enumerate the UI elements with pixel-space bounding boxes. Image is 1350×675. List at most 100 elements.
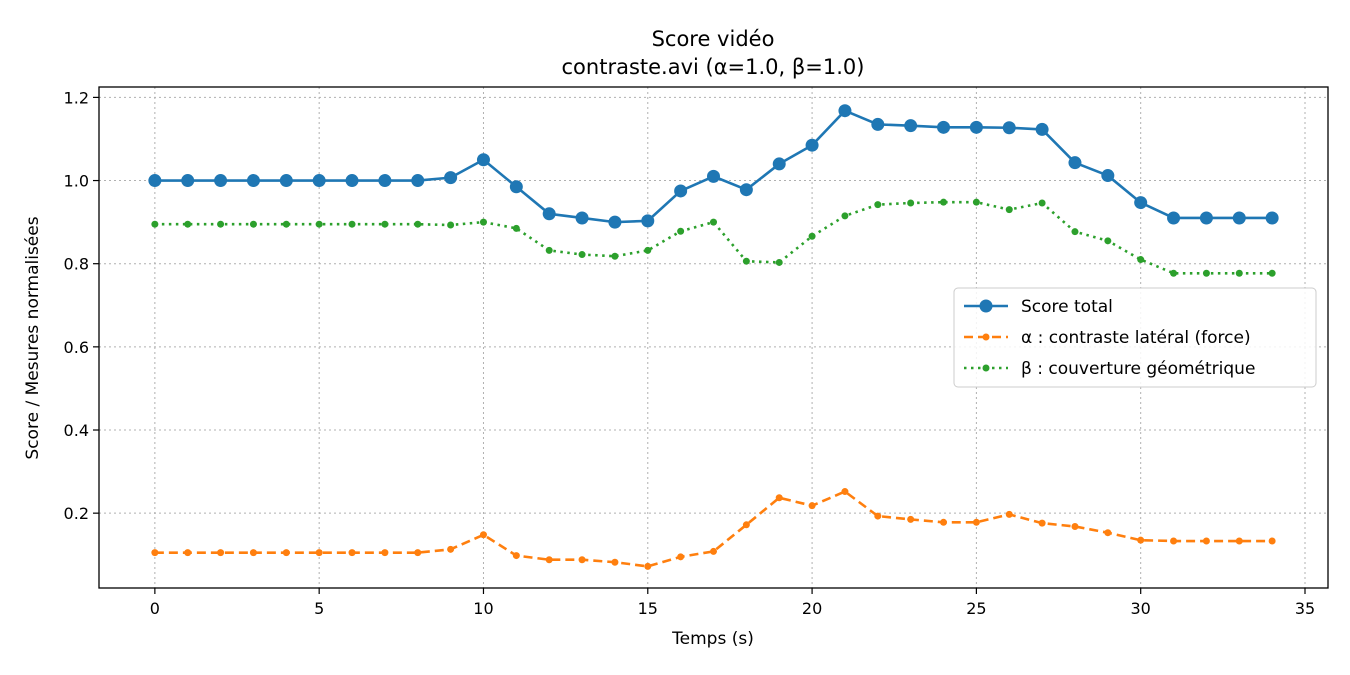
data-point [775,494,783,502]
data-point [214,174,228,188]
data-point [381,549,389,557]
data-point [476,153,490,167]
data-point [940,198,948,206]
data-point [282,549,290,557]
data-point [315,549,323,557]
data-point [1170,269,1178,277]
data-point [644,246,652,254]
data-point [1002,121,1016,135]
data-point [184,549,192,557]
data-point [249,220,257,228]
data-point [1035,122,1049,136]
data-point [841,488,849,496]
data-point [447,221,455,229]
data-point [972,518,980,526]
data-point [348,220,356,228]
series-line [154,200,1273,275]
data-point [246,174,260,188]
data-point [217,549,225,557]
data-point [312,174,326,188]
data-point [444,171,458,185]
data-point [151,549,159,557]
data-point [1005,206,1013,214]
data-point [808,502,816,510]
data-point [479,218,487,226]
data-point [578,556,586,564]
data-point [1104,237,1112,245]
data-point [1268,537,1276,545]
data-point [414,220,422,228]
y-tick-label: 0.8 [64,255,89,274]
chart-subtitle: contraste.avi (α=1.0, β=1.0) [562,55,865,79]
data-point [1071,522,1079,530]
data-point [805,138,819,152]
legend-marker [982,333,990,341]
data-point [707,169,720,183]
data-point [772,157,786,171]
data-point [742,257,750,265]
data-point [348,549,356,557]
data-point [217,220,225,228]
data-point [907,515,915,523]
data-point [381,220,389,228]
data-point [249,549,257,557]
y-tick-label: 0.4 [64,421,89,440]
series-0 [148,104,1279,229]
data-point [542,207,556,221]
data-point [414,549,422,557]
data-point [1170,537,1178,545]
data-point [1137,256,1145,264]
data-point [644,562,652,570]
data-point [808,232,816,240]
legend-label: Score total [1021,297,1113,317]
data-point [969,120,983,134]
y-tick-label: 0.2 [64,504,89,523]
data-point [545,246,553,254]
data-point [907,199,915,207]
data-point [1268,269,1276,277]
data-point [315,220,323,228]
data-point [1232,211,1246,225]
x-tick-label: 25 [966,599,986,618]
data-point [512,552,520,560]
data-point [1199,211,1213,225]
data-point [1104,529,1112,537]
plot-frame [98,86,1329,589]
data-point [742,521,750,529]
series-1 [151,488,1276,570]
legend-label: β : couverture géométrique [1021,359,1255,379]
data-point [710,218,717,226]
data-point [181,174,195,188]
data-point [545,556,553,564]
data-point [1038,199,1046,207]
data-point [739,183,753,197]
data-point [937,120,951,134]
data-point [378,174,392,188]
data-point [575,211,589,225]
legend-label: α : contraste latéral (force) [1021,328,1251,348]
data-point [1235,537,1243,545]
x-tick-label: 10 [473,599,493,618]
data-point [677,553,685,561]
x-tick-label: 5 [314,599,324,618]
data-point [674,184,688,198]
data-point [677,227,685,235]
data-point [611,558,619,566]
data-point [512,224,520,232]
data-point [479,531,487,539]
data-point [1068,156,1082,170]
data-point [904,119,918,133]
x-tick-label: 0 [150,599,160,618]
y-tick-label: 0.6 [64,338,89,357]
data-point [578,251,586,259]
x-tick-label: 30 [1131,599,1151,618]
data-point [345,174,359,188]
data-point [874,201,882,209]
series-line [154,109,1273,224]
data-point [940,518,948,526]
data-point [871,117,885,131]
data-point [184,220,192,228]
data-point [1071,228,1079,236]
data-point [1005,510,1013,518]
data-point [151,220,159,228]
